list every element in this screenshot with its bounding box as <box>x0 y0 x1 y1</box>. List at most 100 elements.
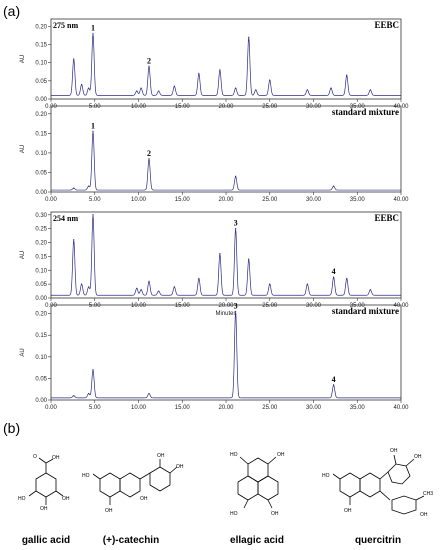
ellagic-acid-structure <box>237 456 279 509</box>
peak-point <box>235 310 237 313</box>
y-tick-label: 0.05 <box>35 282 47 288</box>
peak-point <box>158 290 160 292</box>
atom-label: HO <box>322 473 330 479</box>
x-tick-label: 10.00 <box>131 405 147 411</box>
chromatogram-trace <box>51 214 401 296</box>
peak-point <box>73 58 75 60</box>
peak-point <box>73 239 75 241</box>
peak-label: 2 <box>147 56 151 65</box>
chromatogram-panel-2: 0.000.050.100.150.200.00 5.00 10.00 15.00 20… <box>20 105 409 203</box>
chromatogram-panel-4: 0.00 0.05 0.10 0.15 0.20 0.00 5.00 10.00 15.00 20… <box>20 301 409 411</box>
plot-frame <box>50 105 402 193</box>
atom-label: OH <box>140 496 148 502</box>
peak-point <box>333 185 335 187</box>
compound-name-quercitrin: quercitrin <box>355 535 401 546</box>
peak-point <box>235 175 237 177</box>
x-tick-label: 40.00 <box>393 197 409 203</box>
y-tick-label: 0.30 <box>35 213 47 219</box>
y-tick-label: 0.00 <box>35 296 47 302</box>
x-tick-label: 20.00 <box>218 104 234 110</box>
x-tick-label: 5.00 <box>89 303 101 309</box>
section-label-b: (b) <box>3 420 20 436</box>
y-axis-label: AU <box>20 55 26 63</box>
x-tick-label: 35.00 <box>350 104 366 110</box>
atom-label: OH <box>344 508 352 514</box>
panel-wavelength: 275 nm <box>53 21 78 30</box>
peak-point <box>333 276 335 278</box>
x-tick-label: 25.00 <box>262 104 278 110</box>
compound-name-gallic-acid: gallic acid <box>22 535 70 546</box>
peak-point <box>198 277 200 280</box>
panel-title: EEBC <box>374 20 399 30</box>
peak-point <box>173 85 175 87</box>
peak-point <box>140 87 142 89</box>
peak-point <box>269 79 271 81</box>
x-tick-label: 30.00 <box>306 405 322 411</box>
x-tick-label: 20.00 <box>218 197 234 203</box>
atom-label: OH <box>176 464 184 470</box>
y-tick-label: 0.20 <box>35 241 47 247</box>
x-tick-label: 10.00 <box>131 303 147 309</box>
peak-point <box>248 36 250 38</box>
peak-point <box>136 90 138 92</box>
gallic-acid-structure <box>28 457 64 505</box>
panel-wavelength: 254 nm <box>53 214 78 223</box>
peak-point <box>306 283 308 285</box>
panel-title: standard mixture <box>332 107 399 117</box>
atom-label: OH <box>414 454 422 460</box>
x-tick-label: 5.00 <box>89 104 101 110</box>
y-tick-label: 0.20 <box>35 112 47 118</box>
peak-label: 1 <box>91 24 95 33</box>
structure-atom-labels: OH O OH OH HO HO OH OH OH OH OH HO OH HO… <box>18 448 433 518</box>
peak-point <box>173 286 175 288</box>
x-tick-label: 0.00 <box>45 405 57 411</box>
y-tick-label: 0.05 <box>35 170 47 176</box>
y-tick-label: 0.10 <box>35 355 47 361</box>
peak-point <box>158 90 160 92</box>
peak-label: 1 <box>91 121 95 130</box>
structures <box>28 454 425 515</box>
peak-point <box>136 287 138 289</box>
y-tick-label: 0.05 <box>35 79 47 85</box>
peak-point <box>248 258 250 260</box>
peak-point <box>346 74 348 76</box>
peak-point <box>369 89 371 91</box>
chromatogram-trace <box>51 131 401 191</box>
x-tick-label: 10.00 <box>131 104 147 110</box>
peak-label: 2 <box>147 149 151 158</box>
x-tick-label: 0.00 <box>45 197 57 203</box>
y-tick-label: 0.05 <box>35 376 47 382</box>
peak-point <box>73 395 75 397</box>
peak-point <box>92 369 94 371</box>
plot-frame <box>50 304 402 401</box>
peak-point <box>73 187 75 189</box>
panel-title: EEBC <box>374 213 399 223</box>
atom-label: OH <box>62 496 70 502</box>
x-tick-label: 35.00 <box>350 405 366 411</box>
peak-point <box>346 277 348 280</box>
peak-point <box>219 253 221 255</box>
chromatogram-panel-1: 0.000.050.100.150.200.00 5.00 10.00 15.00 20… <box>20 18 409 110</box>
x-tick-label: 30.00 <box>306 104 322 110</box>
y-axis-label: AU <box>20 251 26 259</box>
peak-point <box>333 384 335 386</box>
x-tick-label: 25.00 <box>262 405 278 411</box>
y-tick-label: 0.15 <box>35 131 47 137</box>
peak-point <box>198 72 200 75</box>
atom-label: HO <box>230 452 238 458</box>
peak-label: 4 <box>332 267 336 276</box>
peak-point <box>148 158 150 160</box>
y-tick-label: 0.10 <box>35 151 47 157</box>
peak-label: 4 <box>332 375 336 384</box>
x-tick-label: 40.00 <box>393 405 409 411</box>
peak-label: 3 <box>234 219 238 228</box>
peak-point <box>88 87 90 89</box>
peak-point <box>306 89 308 91</box>
compound-name-catechin: (+)-catechin <box>103 535 159 546</box>
x-tick-label: 15.00 <box>175 104 191 110</box>
y-axis-label: AU <box>20 145 26 153</box>
atom-label: OH <box>271 511 279 517</box>
quercitrin-structure <box>332 454 425 515</box>
peak-point <box>88 392 90 395</box>
x-tick-label: 15.00 <box>175 405 191 411</box>
